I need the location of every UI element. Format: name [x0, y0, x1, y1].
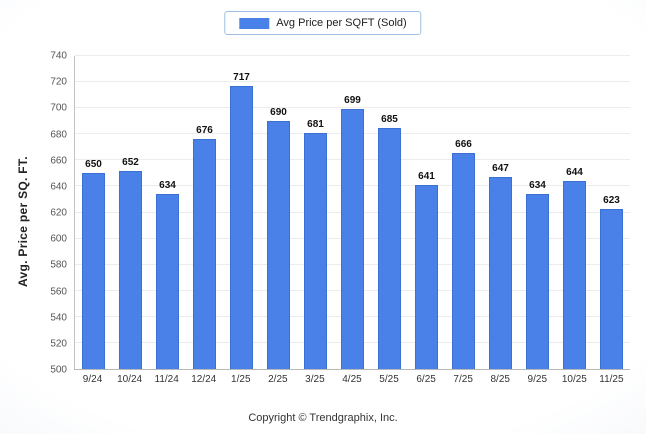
- y-axis-tick-label: 700: [50, 102, 67, 114]
- bar-slot: 681: [297, 56, 334, 369]
- bar-slot: 641: [408, 56, 445, 369]
- x-axis-tick-label: 5/25: [379, 374, 399, 385]
- y-axis-tick-label: 680: [50, 129, 67, 140]
- y-axis-tick-label: 720: [50, 76, 67, 88]
- x-axis-tick-label: 12/24: [191, 374, 217, 385]
- bar: [156, 194, 179, 369]
- x-axis-tick-label: 7/25: [453, 374, 473, 385]
- copyright-text: Copyright © Trendgraphix, Inc.: [248, 412, 398, 424]
- plot-row: 500 520 540 560 580 600 620 640 660 680 700 720 740 …: [34, 51, 630, 376]
- x-axis-tick-label: 11/25: [599, 374, 624, 385]
- bar-slot: 647: [482, 56, 519, 369]
- bar-slot: 690: [260, 56, 297, 369]
- y-axis-tick-label: 560: [50, 286, 67, 297]
- bar-value-label: 644: [566, 167, 583, 179]
- bar: [415, 185, 438, 369]
- bar-slot: 699: [334, 56, 371, 369]
- bar-value-label: 641: [418, 171, 435, 183]
- bar-value-label: 650: [85, 159, 102, 171]
- bar-slot: 634: [519, 56, 556, 369]
- bar-value-label: 699: [344, 95, 361, 107]
- x-axis-tick-label: 10/25: [561, 374, 587, 385]
- bar: [193, 139, 216, 369]
- bar-slot: 634: [149, 56, 186, 369]
- bar-value-label: 647: [492, 163, 509, 175]
- bar-slot: 685: [371, 56, 408, 369]
- bar: [563, 181, 586, 369]
- bar-slot: 644: [556, 56, 593, 369]
- y-axis-tick-label: 640: [50, 181, 67, 193]
- y-axis: 500 520 540 560 580 600 620 640 660 680 700 720 740: [34, 51, 74, 376]
- x-axis: 9/24 10/24 11/24 12/24 1/25 2/25 3/25 4/25 5/25 6…: [74, 370, 630, 388]
- bar: [341, 109, 364, 369]
- bar-value-label: 623: [603, 194, 620, 206]
- bar: [119, 170, 142, 369]
- x-axis-tick-label: 8/25: [490, 374, 510, 385]
- bar-slot: 666: [445, 56, 482, 369]
- bar-slot: 650: [75, 56, 112, 369]
- bar-chart: Avg. Price per SQ. FT. 500 520 540 560 580 60…: [12, 51, 630, 388]
- x-axis-tick-label: 2/25: [268, 374, 288, 385]
- bar-slot: 676: [186, 56, 223, 369]
- x-axis-tick-label: 6/25: [416, 374, 436, 385]
- x-axis-tick-label: 10/24: [117, 374, 143, 385]
- legend-swatch: [239, 17, 270, 29]
- y-axis-tick-label: 600: [50, 233, 67, 245]
- bar-value-label: 685: [381, 113, 398, 125]
- y-axis-tick-label: 620: [50, 207, 67, 219]
- bar-value-label: 634: [529, 180, 546, 192]
- y-axis-tick-label: 500: [50, 364, 67, 376]
- bar-slot: 652: [112, 56, 149, 369]
- bar-value-label: 717: [233, 72, 250, 83]
- bar-value-label: 652: [122, 156, 139, 168]
- bar: [489, 177, 512, 369]
- y-axis-title: Avg. Price per SQ. FT.: [16, 156, 30, 288]
- gridline: [75, 55, 630, 56]
- y-axis-tick-label: 520: [50, 338, 67, 350]
- bar-value-label: 676: [196, 125, 213, 137]
- bar-value-label: 634: [159, 180, 176, 192]
- bar-slot: 623: [593, 56, 630, 369]
- x-axis-tick-label: 11/24: [154, 374, 179, 385]
- x-axis-tick-label: 9/25: [527, 374, 548, 385]
- gridline: [75, 107, 630, 109]
- plot-area-column: 500 520 540 560 580 600 620 640 660 680 700 720 740 …: [34, 51, 630, 388]
- x-axis-tick-label: 9/24: [82, 374, 103, 385]
- bar-slot: 717: [223, 56, 260, 369]
- bar: [452, 152, 475, 369]
- y-axis-tick-label: 660: [50, 155, 67, 167]
- plot-area: 650 652 634 676 717 690 681 699 685 641 666 647 634 6…: [74, 55, 630, 370]
- x-axis-tick-label: 3/25: [305, 374, 325, 385]
- legend: Avg Price per SQFT (Sold): [224, 11, 422, 35]
- y-axis-tick-label: 740: [50, 50, 67, 62]
- bar: [378, 127, 401, 369]
- bar-value-label: 666: [455, 138, 472, 150]
- x-axis-tick-label: 4/25: [342, 374, 362, 385]
- x-axis-tick-label: 1/25: [231, 374, 251, 385]
- bars-container: 650 652 634 676 717 690 681 699 685 641 666 647 634 6…: [75, 56, 630, 369]
- bar-value-label: 690: [270, 107, 287, 119]
- bar-value-label: 681: [307, 118, 324, 130]
- bar: [600, 208, 623, 369]
- y-axis-tick-label: 580: [50, 259, 67, 271]
- bar: [267, 121, 290, 369]
- bar: [304, 132, 327, 369]
- y-axis-tick-label: 540: [50, 312, 67, 324]
- bar: [230, 86, 253, 369]
- bar: [82, 173, 105, 369]
- legend-label: Avg Price per SQFT (Sold): [276, 17, 407, 29]
- gridline: [75, 81, 630, 83]
- bar: [526, 194, 549, 369]
